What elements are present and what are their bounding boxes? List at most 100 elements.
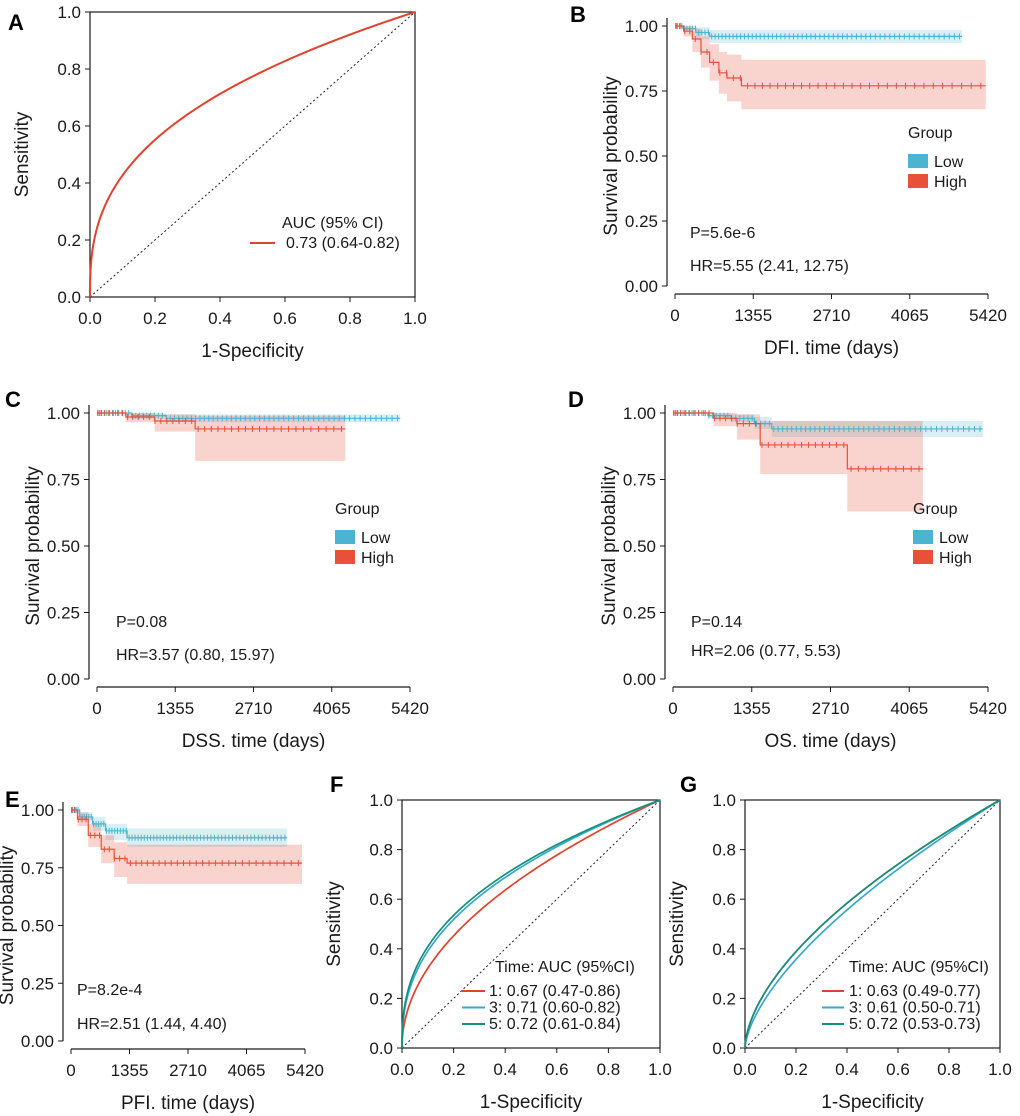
x-tick-label: 1355 [734, 306, 772, 325]
p-value: P=0.08 [116, 614, 167, 631]
legend-entry: High [361, 550, 394, 567]
x-tick-label: 1.0 [988, 1060, 1012, 1079]
legend-swatch [913, 530, 933, 544]
x-axis-label: PFI. time (days) [121, 1093, 255, 1114]
ci-band-high [673, 413, 923, 512]
x-axis-label: 1-Specificity [201, 341, 304, 362]
x-axis-label: 1-Specificity [821, 1092, 924, 1113]
y-tick-label: 0.00 [21, 1032, 54, 1051]
reference-diagonal [89, 11, 416, 298]
y-tick-label: 0.25 [623, 604, 656, 623]
legend-title: Time: AUC (95%CI) [849, 959, 989, 976]
x-tick-label: 0 [66, 1061, 75, 1080]
panel-label: B [570, 2, 586, 27]
y-tick-label: 0.4 [369, 940, 393, 959]
y-tick-label: 1.0 [712, 791, 736, 810]
y-tick-label: 1.0 [57, 3, 81, 22]
y-tick-label: 0.00 [47, 670, 80, 689]
panel-g: G 0.0 0.2 0.4 0.6 0.8 1.0 0.0 0.2 0.4 0.6 0.8 1.0 1-S… [667, 772, 1012, 1113]
x-tick-label: 0.0 [733, 1060, 757, 1079]
y-axis-label: Survival probability [601, 76, 622, 236]
x-tick-label: 0.8 [597, 1060, 621, 1079]
x-tick-label: 2710 [812, 699, 850, 718]
legend-entry: High [939, 550, 972, 567]
y-tick-label: 0.2 [369, 989, 393, 1008]
roc-curve-2 [401, 799, 661, 1049]
p-value: P=0.14 [691, 614, 742, 631]
y-tick-label: 0.8 [369, 841, 393, 860]
ci-band-low [675, 26, 963, 43]
legend-entry: Low [361, 530, 391, 547]
x-tick-label: 0.4 [835, 1060, 859, 1079]
y-tick-label: 0.50 [625, 147, 658, 166]
hazard-ratio: HR=3.57 (0.80, 15.97) [116, 647, 275, 664]
y-tick-label: 1.00 [625, 17, 658, 36]
legend-swatch [908, 174, 928, 188]
x-axis-label: OS. time (days) [765, 731, 897, 752]
km-curve-low [673, 412, 983, 430]
y-tick-label: 0.4 [712, 940, 736, 959]
hazard-ratio: HR=2.06 (0.77, 5.53) [691, 643, 841, 660]
y-tick-label: 0.50 [21, 917, 54, 936]
x-tick-label: 0.0 [78, 309, 102, 328]
y-tick-label: 0.75 [625, 82, 658, 101]
y-tick-label: 0.4 [57, 174, 81, 193]
panel-label: E [5, 787, 20, 812]
km-curve-high [675, 25, 986, 87]
y-tick-label: 1.00 [47, 404, 80, 423]
y-tick-label: 0.8 [57, 60, 81, 79]
plot-frame [401, 799, 661, 1049]
legend-entry: Low [934, 154, 964, 171]
x-tick-label: 1355 [111, 1061, 149, 1080]
panel-label: F [330, 772, 343, 797]
legend-title: Group [335, 501, 380, 518]
x-tick-label: 4065 [313, 699, 351, 718]
roc-curve-2 [744, 799, 1001, 1049]
panel-label: C [5, 387, 21, 412]
p-value: P=5.6e-6 [690, 225, 755, 242]
legend-swatch [335, 530, 355, 544]
roc-curve-1 [89, 11, 416, 298]
x-tick-label: 5420 [969, 699, 1007, 718]
roc-curve-3 [401, 799, 661, 1049]
legend-title: Group [913, 501, 958, 518]
km-curve-high [673, 412, 923, 470]
y-axis-label: Sensitivity [667, 881, 688, 967]
x-tick-label: 0.4 [208, 309, 232, 328]
legend-entry: 5: 0.72 (0.53-0.73) [849, 1016, 981, 1033]
y-tick-label: 0.00 [623, 670, 656, 689]
y-tick-label: 0.0 [712, 1039, 736, 1058]
x-tick-label: 1355 [156, 699, 194, 718]
legend-entry: 3: 0.61 (0.50-0.71) [849, 1000, 981, 1017]
legend-entry: 1: 0.63 (0.49-0.77) [849, 983, 981, 1000]
x-tick-label: 0 [92, 699, 101, 718]
km-curve-high [71, 809, 302, 864]
x-tick-label: 2710 [169, 1061, 207, 1080]
panel-e: E 0 1355 2710 4065 5420 0.00 0.25 0.50 0.75 1.00 PF… [0, 787, 324, 1114]
y-tick-label: 0.6 [369, 890, 393, 909]
ci-band-low [673, 413, 983, 437]
y-tick-label: 0.75 [21, 859, 54, 878]
x-tick-label: 0.2 [143, 309, 167, 328]
panel-a: A 0.0 0.2 0.4 0.6 0.8 1.0 0.0 0.2 0.4 0.6 0.8 1.0 1-S… [8, 3, 427, 362]
x-tick-label: 0.4 [493, 1060, 517, 1079]
panel-b: B 0 1355 2710 4065 5420 0.00 0.25 0.50 0.75 1.00 DF… [570, 2, 1007, 359]
x-tick-label: 0.8 [338, 309, 362, 328]
hazard-ratio: HR=5.55 (2.41, 12.75) [690, 258, 849, 275]
legend-swatch [335, 550, 355, 564]
legend-entry: Low [939, 530, 969, 547]
legend-swatch [913, 550, 933, 564]
roc-curve-1 [401, 799, 661, 1049]
x-tick-label: 5420 [391, 699, 429, 718]
y-tick-label: 0.0 [369, 1039, 393, 1058]
x-tick-label: 0.2 [784, 1060, 808, 1079]
reference-diagonal [744, 799, 1001, 1049]
x-tick-label: 5420 [969, 306, 1007, 325]
x-tick-label: 0.8 [937, 1060, 961, 1079]
y-tick-label: 0.25 [21, 974, 54, 993]
y-tick-label: 0.2 [712, 989, 736, 1008]
hazard-ratio: HR=2.51 (1.44, 4.40) [77, 1016, 227, 1033]
plot-frame [89, 11, 416, 298]
x-tick-label: 0 [668, 699, 677, 718]
